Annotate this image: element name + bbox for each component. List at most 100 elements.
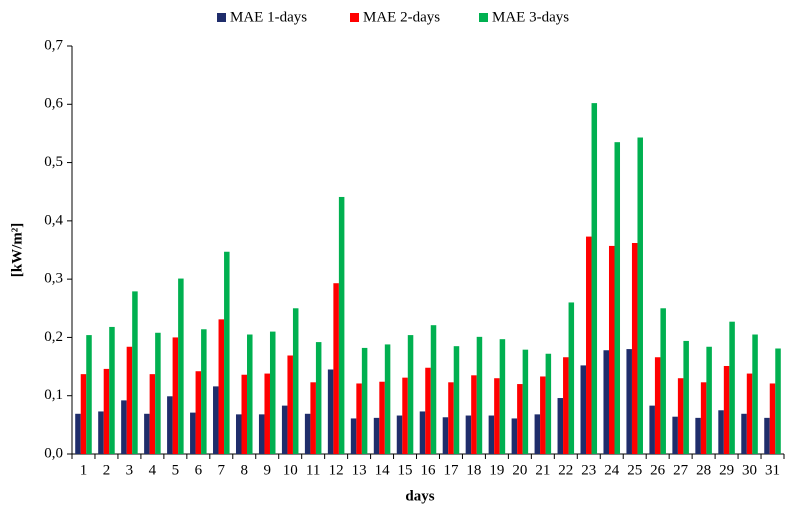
x-tick-label: 8: [241, 462, 249, 478]
bar: [155, 332, 161, 454]
bar: [224, 251, 230, 454]
x-tick-label: 3: [126, 462, 134, 478]
bar: [769, 383, 776, 454]
bar: [373, 417, 380, 454]
bar: [241, 374, 248, 454]
x-tick-label: 1: [80, 462, 88, 478]
y-tick-label: 0,6: [44, 96, 63, 112]
bar: [407, 335, 414, 454]
x-tick-label: 9: [263, 462, 271, 478]
bar: [281, 405, 288, 454]
x-tick-label: 18: [466, 462, 481, 478]
bar: [695, 417, 701, 454]
bar: [264, 373, 270, 454]
x-tick-label: 31: [765, 462, 780, 478]
bar: [287, 355, 293, 454]
bar: [517, 384, 523, 454]
x-tick-label: 14: [375, 462, 391, 478]
bar: [80, 374, 87, 454]
x-tick-label: 29: [719, 462, 734, 478]
bar: [310, 382, 316, 454]
x-tick-label: 13: [352, 462, 367, 478]
y-tick-label: 0,2: [44, 329, 63, 345]
bar: [626, 349, 632, 454]
bar: [476, 336, 483, 454]
bar: [654, 357, 661, 454]
bar: [144, 413, 150, 454]
bar: [338, 196, 345, 454]
bar: [103, 368, 110, 454]
x-tick-label: 21: [535, 462, 550, 478]
bar: [683, 340, 689, 454]
bar: [402, 377, 408, 454]
bar: [752, 334, 758, 454]
bar: [235, 414, 242, 454]
x-tick-label: 25: [627, 462, 642, 478]
bar: [430, 325, 437, 454]
x-tick-label: 19: [489, 462, 504, 478]
bar: [729, 321, 735, 454]
bar: [258, 414, 265, 454]
bar: [356, 383, 362, 454]
bar: [396, 415, 403, 454]
y-tick-label: 0,4: [44, 212, 63, 228]
bar: [121, 400, 127, 454]
x-axis-label: days: [405, 488, 434, 504]
bar: [494, 378, 500, 454]
x-tick-label: 30: [742, 462, 757, 478]
bar: [660, 308, 666, 454]
bar: [522, 349, 529, 454]
bar: [568, 302, 575, 454]
bar: [327, 369, 334, 454]
x-tick-label: 16: [421, 462, 437, 478]
x-tick-label: 28: [696, 462, 711, 478]
x-tick-label: 11: [306, 462, 320, 478]
x-tick-label: 7: [218, 462, 226, 478]
bar: [269, 331, 276, 454]
bar: [511, 418, 518, 454]
bar: [700, 382, 707, 454]
bar: [453, 346, 460, 454]
bar: [201, 329, 207, 454]
bar: [631, 243, 638, 454]
bar: [195, 371, 202, 454]
bar: [723, 365, 730, 454]
bar: [603, 350, 609, 454]
y-tick-label: 0,1: [44, 387, 63, 403]
legend-label: MAE 3-days: [492, 9, 569, 25]
bar: [172, 337, 179, 454]
bar: [361, 347, 368, 454]
bar: [167, 396, 173, 454]
x-tick-label: 4: [149, 462, 157, 478]
bar: [465, 415, 472, 454]
legend-label: MAE 1-days: [230, 9, 307, 25]
bar: [126, 346, 133, 454]
bar: [304, 413, 311, 454]
legend-swatch: [350, 13, 359, 22]
bar: [315, 342, 322, 454]
bar: [448, 382, 454, 454]
bar: [741, 413, 747, 454]
bar: [677, 378, 684, 454]
x-tick-label: 27: [673, 462, 689, 478]
bar: [98, 411, 104, 454]
y-tick-label: 0,5: [44, 154, 63, 170]
x-tick-label: 5: [172, 462, 180, 478]
x-tick-label: 22: [558, 462, 573, 478]
x-tick-label: 20: [512, 462, 527, 478]
bar: [471, 375, 477, 454]
y-tick-label: 0,7: [44, 37, 63, 53]
bar: [775, 348, 781, 454]
legend-swatch: [479, 13, 488, 22]
bar: [591, 103, 598, 455]
bar: [247, 334, 253, 454]
bar: [109, 326, 115, 454]
bar: [442, 417, 449, 454]
bar: [608, 245, 615, 454]
bar: [746, 373, 753, 454]
bar: [764, 417, 770, 454]
bar: [614, 142, 621, 454]
bar: [86, 335, 92, 454]
x-tick-label: 26: [650, 462, 666, 478]
